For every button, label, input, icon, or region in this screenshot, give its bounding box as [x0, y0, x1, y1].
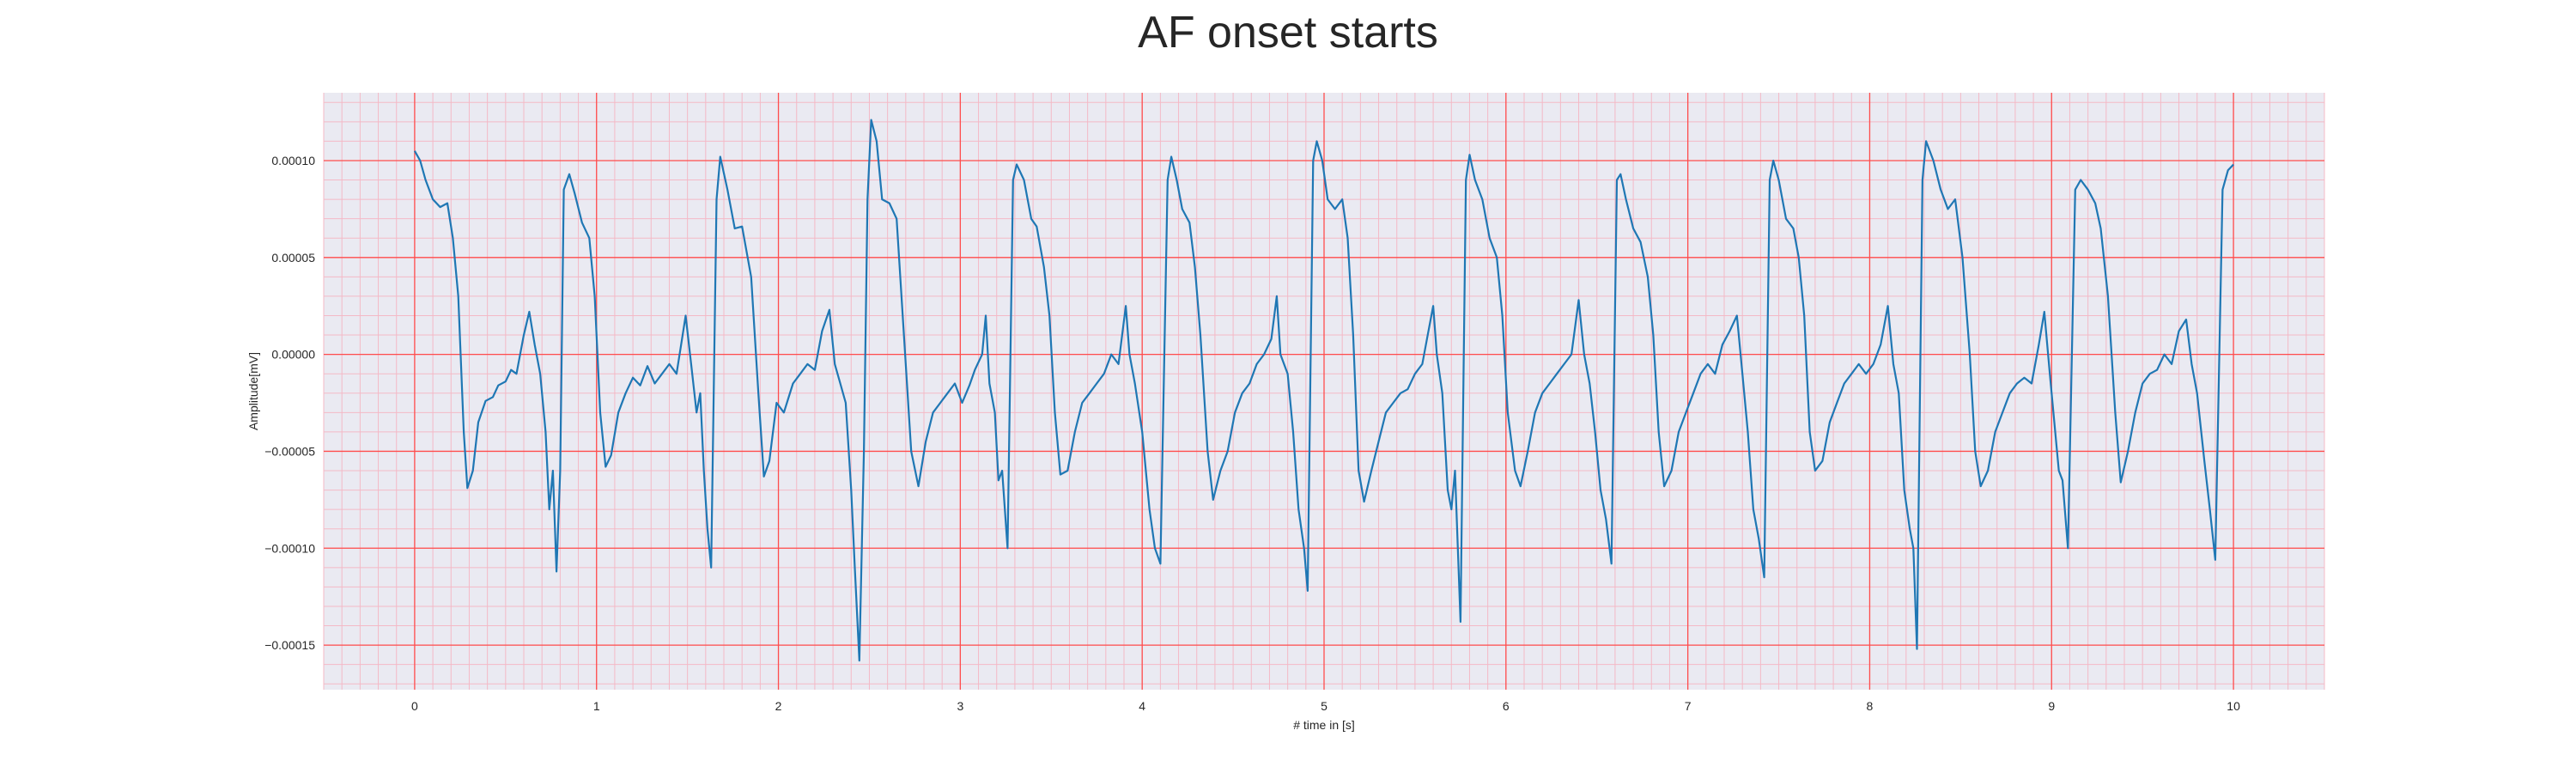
y-tick-label: −0.00010 [264, 541, 315, 555]
y-tick-label: 0.00000 [271, 348, 315, 362]
x-tick-label: 0 [411, 699, 418, 713]
x-tick-label: 10 [2227, 699, 2240, 713]
x-axis-label: # time in [s] [1293, 718, 1355, 732]
y-tick-label: −0.00005 [264, 444, 315, 458]
x-tick-label: 5 [1321, 699, 1327, 713]
ecg-series-line [413, 119, 2234, 662]
x-tick-label: 8 [1867, 699, 1874, 713]
x-tick-label: 4 [1139, 699, 1145, 713]
y-tick-label: 0.00010 [271, 154, 315, 167]
x-tick-label: 7 [1685, 699, 1692, 713]
y-axis-label: Amplitude[mV] [246, 352, 260, 430]
x-tick-label: 3 [957, 699, 963, 713]
x-tick-label: 9 [2048, 699, 2055, 713]
x-tick-label: 1 [593, 699, 600, 713]
x-tick-label: 2 [775, 699, 782, 713]
x-tick-label: 6 [1503, 699, 1510, 713]
major-grid [324, 93, 2324, 690]
x-axis-ticks: 0 1 2 3 4 5 6 7 8 9 10 [411, 699, 2240, 713]
y-axis-ticks: 0.00010 0.00005 0.00000 −0.00005 −0.00010 −0.… [264, 154, 315, 652]
y-tick-label: −0.00015 [264, 638, 315, 652]
y-tick-label: 0.00005 [271, 251, 315, 265]
chart-title: AF onset starts [1138, 8, 1438, 58]
